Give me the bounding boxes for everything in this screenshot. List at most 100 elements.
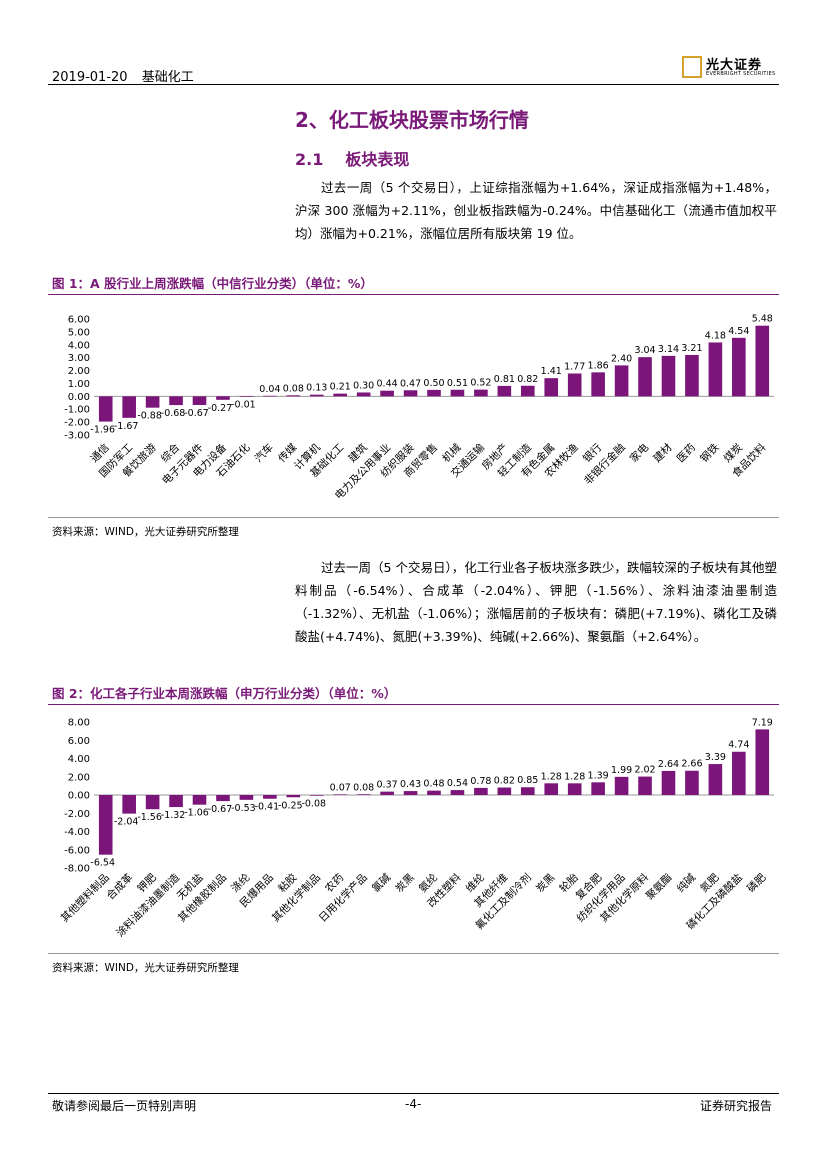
data-label: -2.04 [114,817,139,828]
data-label: 1.86 [588,360,609,371]
bar [427,389,441,397]
bar [638,776,652,795]
figure-1-source-rule [48,517,779,518]
bar [192,396,207,405]
y-tick-label: 1.00 [68,379,90,390]
bar [145,795,160,810]
figure-2-source: 资料来源：WIND，光大证券研究所整理 [52,962,239,974]
data-label: 7.19 [752,717,773,728]
data-label: -0.41 [255,802,280,813]
data-label: 0.30 [353,380,374,391]
subsection-number: 2.1 [295,150,324,169]
data-label: 0.82 [517,374,538,385]
data-label: 4.74 [728,740,749,751]
data-label: 0.37 [377,780,398,791]
bar [403,791,418,795]
data-label: 4.18 [705,330,726,341]
x-category-label: 医药 [675,442,698,465]
data-label: -1.56 [137,812,162,823]
x-category-label: 炭黑 [393,872,416,895]
bar [450,389,465,397]
data-label: 3.21 [681,343,702,354]
bar [497,787,512,795]
figure-1-title: 图 1：A 股行业上周涨跌幅（中信行业分类）（单位：%） [52,276,373,291]
data-label: 0.85 [517,775,538,786]
y-tick-label: 4.00 [68,754,90,765]
data-label: 0.07 [330,782,351,793]
data-label: 1.99 [611,765,632,776]
data-label: -6.54 [90,858,115,869]
data-label: 0.51 [447,378,468,389]
data-label: 0.81 [494,374,515,385]
section-title: 2、化工板块股票市场行情 [295,108,529,132]
data-label: 3.39 [705,752,726,763]
header-left: 2019-01-20 基础化工 [52,66,204,85]
data-label: 4.54 [728,326,749,337]
x-category-label: 合成革 [104,871,135,902]
data-label: 2.40 [611,353,632,364]
bar [520,385,535,397]
y-tick-label: -2.00 [64,418,90,429]
data-label: -1.96 [90,425,115,436]
data-label: -0.08 [301,799,326,810]
company-logo: 光大证券 EVERBRIGHT SECURITIES [682,54,778,82]
bar [732,337,746,397]
y-tick-label: 2.00 [68,366,90,377]
data-label: -0.67 [184,408,209,419]
bar [169,795,183,808]
data-label: 0.43 [400,779,421,790]
y-tick-label: -8.00 [64,864,90,875]
x-category-label: 家电 [627,441,651,465]
bar [638,357,652,397]
subsection-title: 2.1 板块表现 [295,146,431,170]
data-label: -0.88 [137,411,162,422]
data-label: 0.04 [259,384,280,395]
bar [356,794,371,795]
bar [708,342,723,397]
data-label: 2.64 [658,759,679,770]
data-label: 0.48 [423,779,444,790]
data-label: 0.08 [283,383,304,394]
y-tick-label: 6.00 [68,315,90,326]
x-category-label: 建材 [651,441,675,465]
bar [356,392,371,397]
header-rule [48,84,779,85]
bar [122,396,136,418]
x-category-label: 聚氨酯 [643,871,674,902]
data-label: 1.28 [541,771,562,782]
bar [497,385,512,397]
y-tick-label: 2.00 [68,772,90,783]
data-label: 1.77 [564,362,585,373]
report-sector: 基础化工 [141,70,194,85]
data-label: 1.41 [541,366,562,377]
data-label: 2.66 [681,759,702,770]
bar [755,729,770,795]
data-label: 0.82 [494,776,515,787]
bar [333,393,348,397]
bar [403,390,418,397]
bar [614,365,629,397]
bar [169,396,183,406]
data-label: 0.78 [470,776,491,787]
data-label: 0.08 [353,782,374,793]
bar [685,770,699,795]
footer-rule [48,1093,779,1094]
bar [239,795,254,800]
bar [427,790,441,795]
bar [98,795,113,855]
y-tick-label: 0.00 [68,791,90,802]
x-category-label: 钢铁 [697,441,721,465]
figure-2-title: 图 2：化工各子行业本周涨跌幅（申万行业分类）（单位：%） [52,686,397,701]
bar [450,790,465,795]
bar [122,795,136,814]
bar [333,794,348,795]
bar [192,795,207,805]
bar [591,782,605,795]
y-tick-label: -3.00 [64,431,90,442]
data-label: 0.44 [377,379,398,390]
bar [474,389,488,397]
y-tick-label: -1.00 [64,405,90,416]
footer-report-type: 证券研究报告 [700,1099,773,1113]
x-category-label: 其他塑料制品 [58,871,112,925]
y-tick-label: -6.00 [64,845,90,856]
